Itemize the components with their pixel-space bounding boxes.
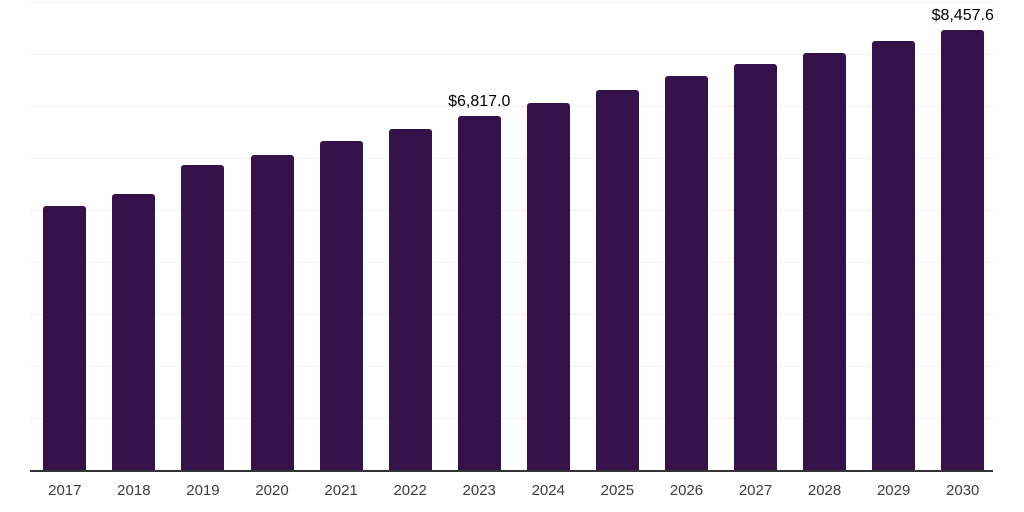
bar-2029 <box>872 40 916 470</box>
bar-2025 <box>595 90 639 470</box>
gridline <box>30 314 993 315</box>
gridline <box>30 418 993 419</box>
bar-2028 <box>803 52 847 470</box>
value-label-2023: $6,817.0 <box>448 92 511 110</box>
x-tick-2028: 2028 <box>807 482 842 499</box>
gridline <box>30 2 993 3</box>
bar-2027 <box>734 64 777 470</box>
x-tick-2030: 2030 <box>946 482 980 499</box>
x-tick-2026: 2026 <box>669 482 704 499</box>
x-tick-2024: 2024 <box>531 482 565 499</box>
bar-2023 <box>457 115 501 470</box>
x-tick-2025: 2025 <box>600 482 635 499</box>
x-tick-2020: 2020 <box>255 482 289 499</box>
x-tick-2022: 2022 <box>393 482 427 499</box>
gridline <box>30 54 993 55</box>
gridline <box>30 158 993 159</box>
bar-2021 <box>319 141 363 470</box>
value-label-2030: $8,457.6 <box>931 7 994 25</box>
x-tick-2023: 2023 <box>462 482 496 499</box>
gridline <box>30 366 993 367</box>
bar-2019 <box>181 164 225 470</box>
x-tick-2018: 2018 <box>117 482 151 499</box>
gridline <box>30 106 993 107</box>
gridline <box>30 210 993 211</box>
bar-2030 <box>941 30 985 470</box>
gridline <box>30 262 993 263</box>
bar-2017 <box>43 206 87 470</box>
bar-2026 <box>664 76 708 470</box>
x-tick-2029: 2029 <box>876 482 911 499</box>
bar-2024 <box>526 102 570 470</box>
x-tick-2027: 2027 <box>738 482 773 499</box>
x-axis-line <box>30 470 993 472</box>
x-tick-2021: 2021 <box>324 482 358 499</box>
bar-2018 <box>112 193 156 470</box>
x-tick-2019: 2019 <box>186 482 220 499</box>
bar-2020 <box>250 154 294 470</box>
x-tick-2017: 2017 <box>48 482 82 499</box>
bar-2022 <box>388 129 432 470</box>
